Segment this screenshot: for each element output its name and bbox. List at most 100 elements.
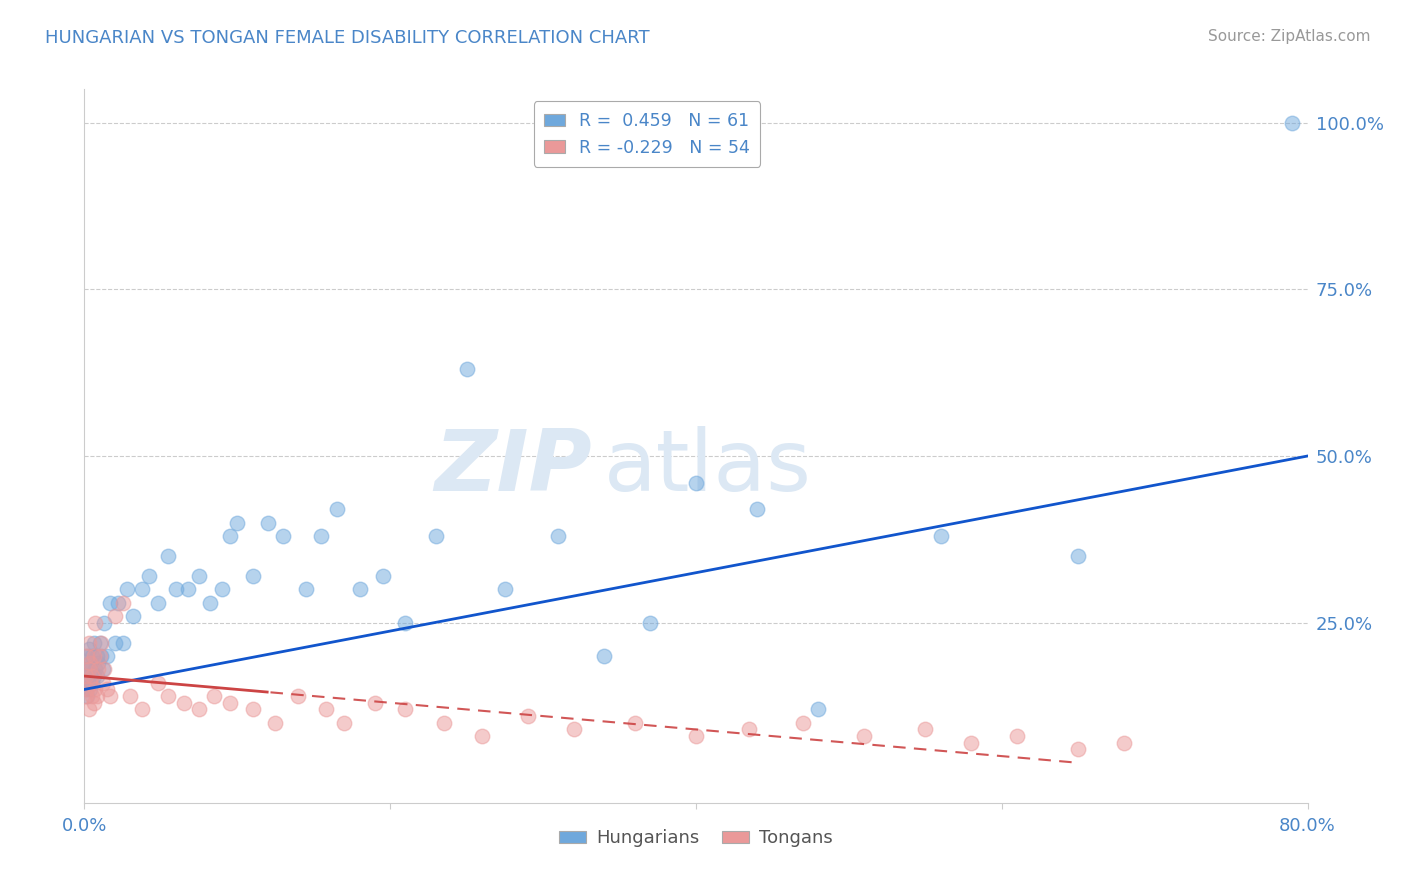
Point <box>77 702 100 716</box>
Point <box>853 729 876 743</box>
Point <box>90 636 112 650</box>
Point <box>242 702 264 716</box>
Point <box>138 569 160 583</box>
Point <box>638 615 661 630</box>
Point <box>84 682 107 697</box>
Point <box>516 709 538 723</box>
Point <box>83 636 105 650</box>
Point <box>685 475 707 490</box>
Point <box>83 649 105 664</box>
Point <box>77 662 100 676</box>
Point <box>76 649 98 664</box>
Point <box>738 723 761 737</box>
Point <box>218 696 240 710</box>
Point <box>333 715 356 730</box>
Text: HUNGARIAN VS TONGAN FEMALE DISABILITY CORRELATION CHART: HUNGARIAN VS TONGAN FEMALE DISABILITY CO… <box>45 29 650 46</box>
Point <box>86 649 108 664</box>
Point <box>77 636 100 650</box>
Point <box>593 649 616 664</box>
Point <box>1067 742 1090 756</box>
Text: Source: ZipAtlas.com: Source: ZipAtlas.com <box>1208 29 1371 44</box>
Point <box>76 649 98 664</box>
Point <box>111 596 134 610</box>
Point <box>76 669 98 683</box>
Point <box>89 649 111 664</box>
Point <box>131 702 153 716</box>
Point <box>226 516 249 530</box>
Point <box>198 596 221 610</box>
Point <box>188 569 211 583</box>
Point <box>89 636 111 650</box>
Point <box>77 662 100 676</box>
Point <box>111 636 134 650</box>
Point <box>91 675 114 690</box>
Point <box>76 689 98 703</box>
Point <box>264 715 287 730</box>
Point <box>173 696 195 710</box>
Point <box>349 582 371 597</box>
Point <box>471 729 494 743</box>
Text: atlas: atlas <box>605 425 813 509</box>
Legend: Hungarians, Tongans: Hungarians, Tongans <box>551 822 841 855</box>
Point <box>107 596 129 610</box>
Point <box>98 596 121 610</box>
Point <box>364 696 387 710</box>
Point <box>80 675 103 690</box>
Point <box>75 682 97 697</box>
Point <box>325 502 347 516</box>
Point <box>177 582 200 597</box>
Point <box>295 582 318 597</box>
Text: ZIP: ZIP <box>434 425 592 509</box>
Point <box>433 715 456 730</box>
Point <box>747 502 769 516</box>
Point <box>807 702 830 716</box>
Point <box>80 689 103 703</box>
Point <box>202 689 225 703</box>
Point <box>75 689 97 703</box>
Point <box>157 689 180 703</box>
Point <box>218 529 240 543</box>
Point <box>87 662 110 676</box>
Point <box>1114 736 1136 750</box>
Point <box>77 675 100 690</box>
Point <box>75 669 97 683</box>
Point <box>257 516 280 530</box>
Point <box>91 662 114 676</box>
Point <box>79 656 101 670</box>
Point <box>146 596 169 610</box>
Point <box>315 702 337 716</box>
Point <box>242 569 264 583</box>
Point <box>87 656 110 670</box>
Point <box>77 642 100 657</box>
Point <box>83 669 105 683</box>
Point <box>86 689 108 703</box>
Point <box>96 649 118 664</box>
Point <box>394 702 416 716</box>
Point <box>84 662 107 676</box>
Point <box>76 682 98 697</box>
Point <box>98 689 121 703</box>
Point <box>914 723 936 737</box>
Point <box>394 615 416 630</box>
Point <box>311 529 333 543</box>
Point <box>494 582 516 597</box>
Point <box>79 682 101 697</box>
Point <box>83 696 105 710</box>
Point <box>624 715 647 730</box>
Point <box>104 636 127 650</box>
Point <box>75 662 97 676</box>
Point <box>287 689 309 703</box>
Point <box>792 715 814 730</box>
Point <box>104 609 127 624</box>
Point <box>79 656 101 670</box>
Point <box>157 549 180 563</box>
Point <box>80 669 103 683</box>
Point <box>271 529 294 543</box>
Point <box>115 582 138 597</box>
Point <box>188 702 211 716</box>
Point <box>562 723 585 737</box>
Point <box>371 569 394 583</box>
Point <box>1281 115 1303 129</box>
Point <box>131 582 153 597</box>
Point <box>929 529 952 543</box>
